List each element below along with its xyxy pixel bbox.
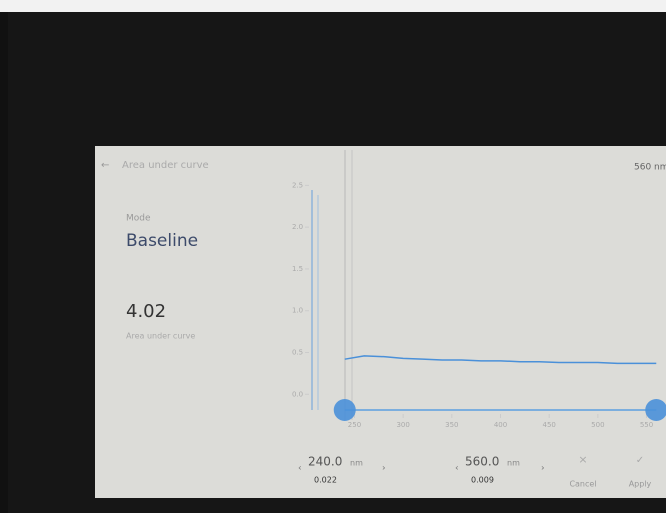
cursor-unit: nm — [507, 459, 520, 468]
prev[interactable]: ‹ — [298, 464, 302, 474]
y-tick-label: 2.0 — [292, 223, 303, 231]
x-tick-label: 300 — [396, 421, 409, 429]
next[interactable]: › — [541, 464, 545, 474]
x-tick-label: 250 — [348, 421, 361, 429]
next[interactable]: › — [382, 464, 386, 474]
cursor-wavelength: 240.0 — [308, 455, 342, 469]
cancel-button[interactable]: Cancel — [569, 480, 596, 489]
y-tick-label: 0.0 — [292, 390, 303, 398]
result-label: Area under curve — [126, 332, 195, 341]
mode-value: Baseline — [126, 231, 198, 251]
header-wavelength: 560 nm — [634, 163, 666, 173]
back-arrow[interactable]: ← — [101, 160, 109, 171]
apply-button[interactable]: Apply — [629, 480, 652, 489]
x-tick-label: 500 — [591, 421, 604, 429]
cursor-wavelength: 560.0 — [465, 455, 499, 469]
cancel-icon[interactable]: × — [578, 453, 587, 466]
x-tick-label: 400 — [494, 421, 507, 429]
cursor-unit: nm — [350, 459, 363, 468]
cursor-handle[interactable] — [333, 399, 356, 421]
header-title: Area under curve — [122, 160, 209, 171]
result-value: 4.02 — [126, 301, 166, 322]
x-tick-label: 550 — [640, 421, 653, 429]
apply-icon[interactable]: ✓ — [636, 455, 644, 466]
y-tick-label: 0.5 — [292, 349, 303, 357]
display — [95, 146, 666, 498]
spectrum-line — [344, 355, 657, 365]
top-strip — [0, 0, 666, 12]
y-tick-label: 1.0 — [292, 307, 303, 315]
y-tick-label: 1.5 — [292, 265, 303, 273]
cursor-absorbance: 0.022 — [314, 476, 337, 485]
cursor-absorbance: 0.009 — [471, 476, 494, 485]
cursor-handle[interactable] — [645, 399, 666, 421]
x-tick-label: 450 — [542, 421, 555, 429]
y-tick-label: 2.5 — [292, 181, 303, 189]
mode-label: Mode — [126, 214, 151, 224]
prev[interactable]: ‹ — [455, 464, 459, 474]
x-tick-label: 350 — [445, 421, 458, 429]
